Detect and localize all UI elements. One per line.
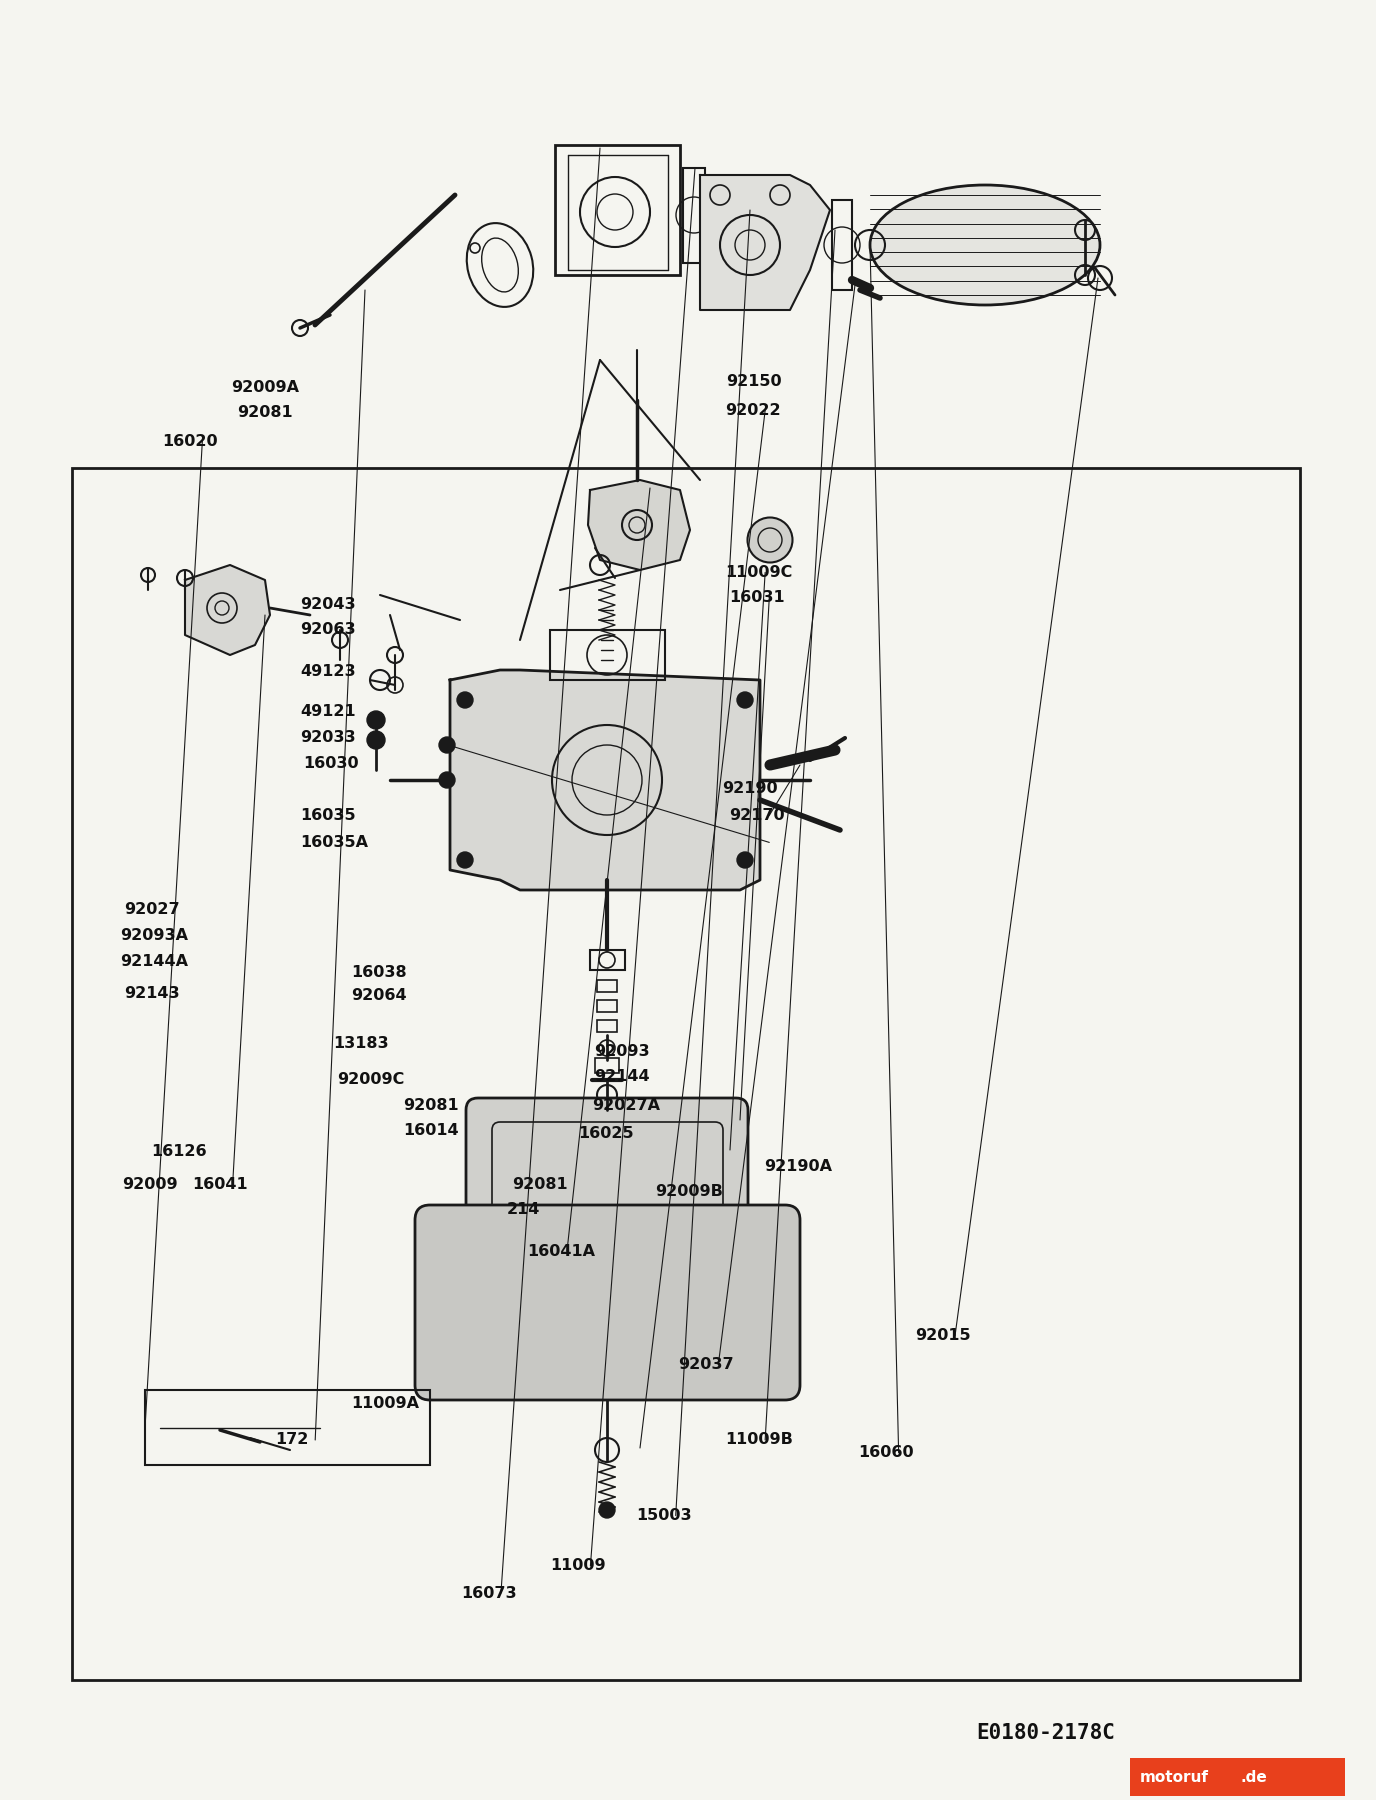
- Text: 92043: 92043: [300, 598, 355, 612]
- Ellipse shape: [747, 518, 793, 562]
- Circle shape: [439, 772, 455, 788]
- Bar: [594, 1058, 619, 1073]
- Text: 11009: 11009: [550, 1559, 605, 1573]
- Text: 92009B: 92009B: [655, 1184, 722, 1199]
- Text: 16073: 16073: [461, 1586, 516, 1600]
- Text: 16025: 16025: [578, 1127, 633, 1141]
- Text: 16031: 16031: [729, 590, 784, 605]
- FancyBboxPatch shape: [466, 1098, 749, 1301]
- Text: 92022: 92022: [725, 403, 780, 418]
- Bar: [597, 1001, 616, 1012]
- FancyBboxPatch shape: [416, 1204, 799, 1400]
- Text: .de: .de: [1240, 1769, 1267, 1784]
- Circle shape: [599, 1501, 615, 1517]
- Text: 92081: 92081: [512, 1177, 567, 1192]
- Text: 11009A: 11009A: [351, 1397, 418, 1411]
- Polygon shape: [450, 670, 760, 889]
- Text: 172: 172: [275, 1433, 308, 1447]
- Text: 92144A: 92144A: [120, 954, 187, 968]
- Text: 92037: 92037: [678, 1357, 733, 1372]
- Bar: [597, 1021, 616, 1031]
- Bar: [682, 167, 705, 263]
- Text: 92027: 92027: [124, 902, 179, 916]
- Text: 214: 214: [506, 1202, 539, 1217]
- Text: 16041A: 16041A: [527, 1244, 594, 1258]
- Text: motoruf: motoruf: [1139, 1769, 1210, 1784]
- Text: 92027A: 92027A: [592, 1098, 659, 1112]
- Text: 92190: 92190: [722, 781, 777, 796]
- Text: 49121: 49121: [300, 704, 355, 718]
- Text: 92093: 92093: [594, 1044, 649, 1058]
- Text: 92093A: 92093A: [120, 929, 187, 943]
- Bar: [550, 630, 665, 680]
- Text: 92150: 92150: [727, 374, 782, 389]
- Bar: [597, 979, 616, 992]
- Text: 13183: 13183: [333, 1037, 388, 1051]
- Text: 92064: 92064: [351, 988, 406, 1003]
- Circle shape: [367, 731, 385, 749]
- Polygon shape: [700, 175, 830, 310]
- Text: 16035A: 16035A: [300, 835, 367, 850]
- Text: 49123: 49123: [300, 664, 355, 679]
- Circle shape: [738, 851, 753, 868]
- Text: 11009C: 11009C: [725, 565, 793, 580]
- Circle shape: [439, 736, 455, 752]
- Text: 92009: 92009: [122, 1177, 178, 1192]
- Text: 92063: 92063: [300, 623, 355, 637]
- Bar: [832, 200, 852, 290]
- Text: 92015: 92015: [915, 1328, 970, 1343]
- Bar: [555, 146, 680, 275]
- Text: 15003: 15003: [636, 1508, 691, 1523]
- Text: 16020: 16020: [162, 434, 217, 448]
- Text: 92143: 92143: [124, 986, 179, 1001]
- Text: 16014: 16014: [403, 1123, 458, 1138]
- Text: 92009C: 92009C: [337, 1073, 405, 1087]
- Circle shape: [367, 711, 385, 729]
- Text: 92190A: 92190A: [764, 1159, 831, 1174]
- Polygon shape: [184, 565, 270, 655]
- Text: 92081: 92081: [237, 405, 292, 419]
- Circle shape: [738, 691, 753, 707]
- Text: 16035: 16035: [300, 808, 355, 823]
- Text: 16060: 16060: [859, 1445, 914, 1460]
- Bar: [590, 950, 625, 970]
- Bar: [1130, 1759, 1344, 1796]
- Text: 16041: 16041: [193, 1177, 248, 1192]
- Text: 92033: 92033: [300, 731, 355, 745]
- Circle shape: [457, 691, 473, 707]
- Polygon shape: [588, 481, 689, 571]
- Bar: [72, 468, 1300, 1679]
- Text: 92170: 92170: [729, 808, 784, 823]
- Text: 92009A: 92009A: [231, 380, 299, 394]
- Text: 16030: 16030: [303, 756, 358, 770]
- Circle shape: [457, 851, 473, 868]
- Bar: [144, 1390, 429, 1465]
- Text: 16038: 16038: [351, 965, 406, 979]
- Ellipse shape: [870, 185, 1099, 304]
- Text: 11009B: 11009B: [725, 1433, 793, 1447]
- Text: E0180-2178C: E0180-2178C: [977, 1723, 1115, 1744]
- Text: 92081: 92081: [403, 1098, 458, 1112]
- Text: 92144: 92144: [594, 1069, 649, 1084]
- Text: 16126: 16126: [151, 1145, 206, 1159]
